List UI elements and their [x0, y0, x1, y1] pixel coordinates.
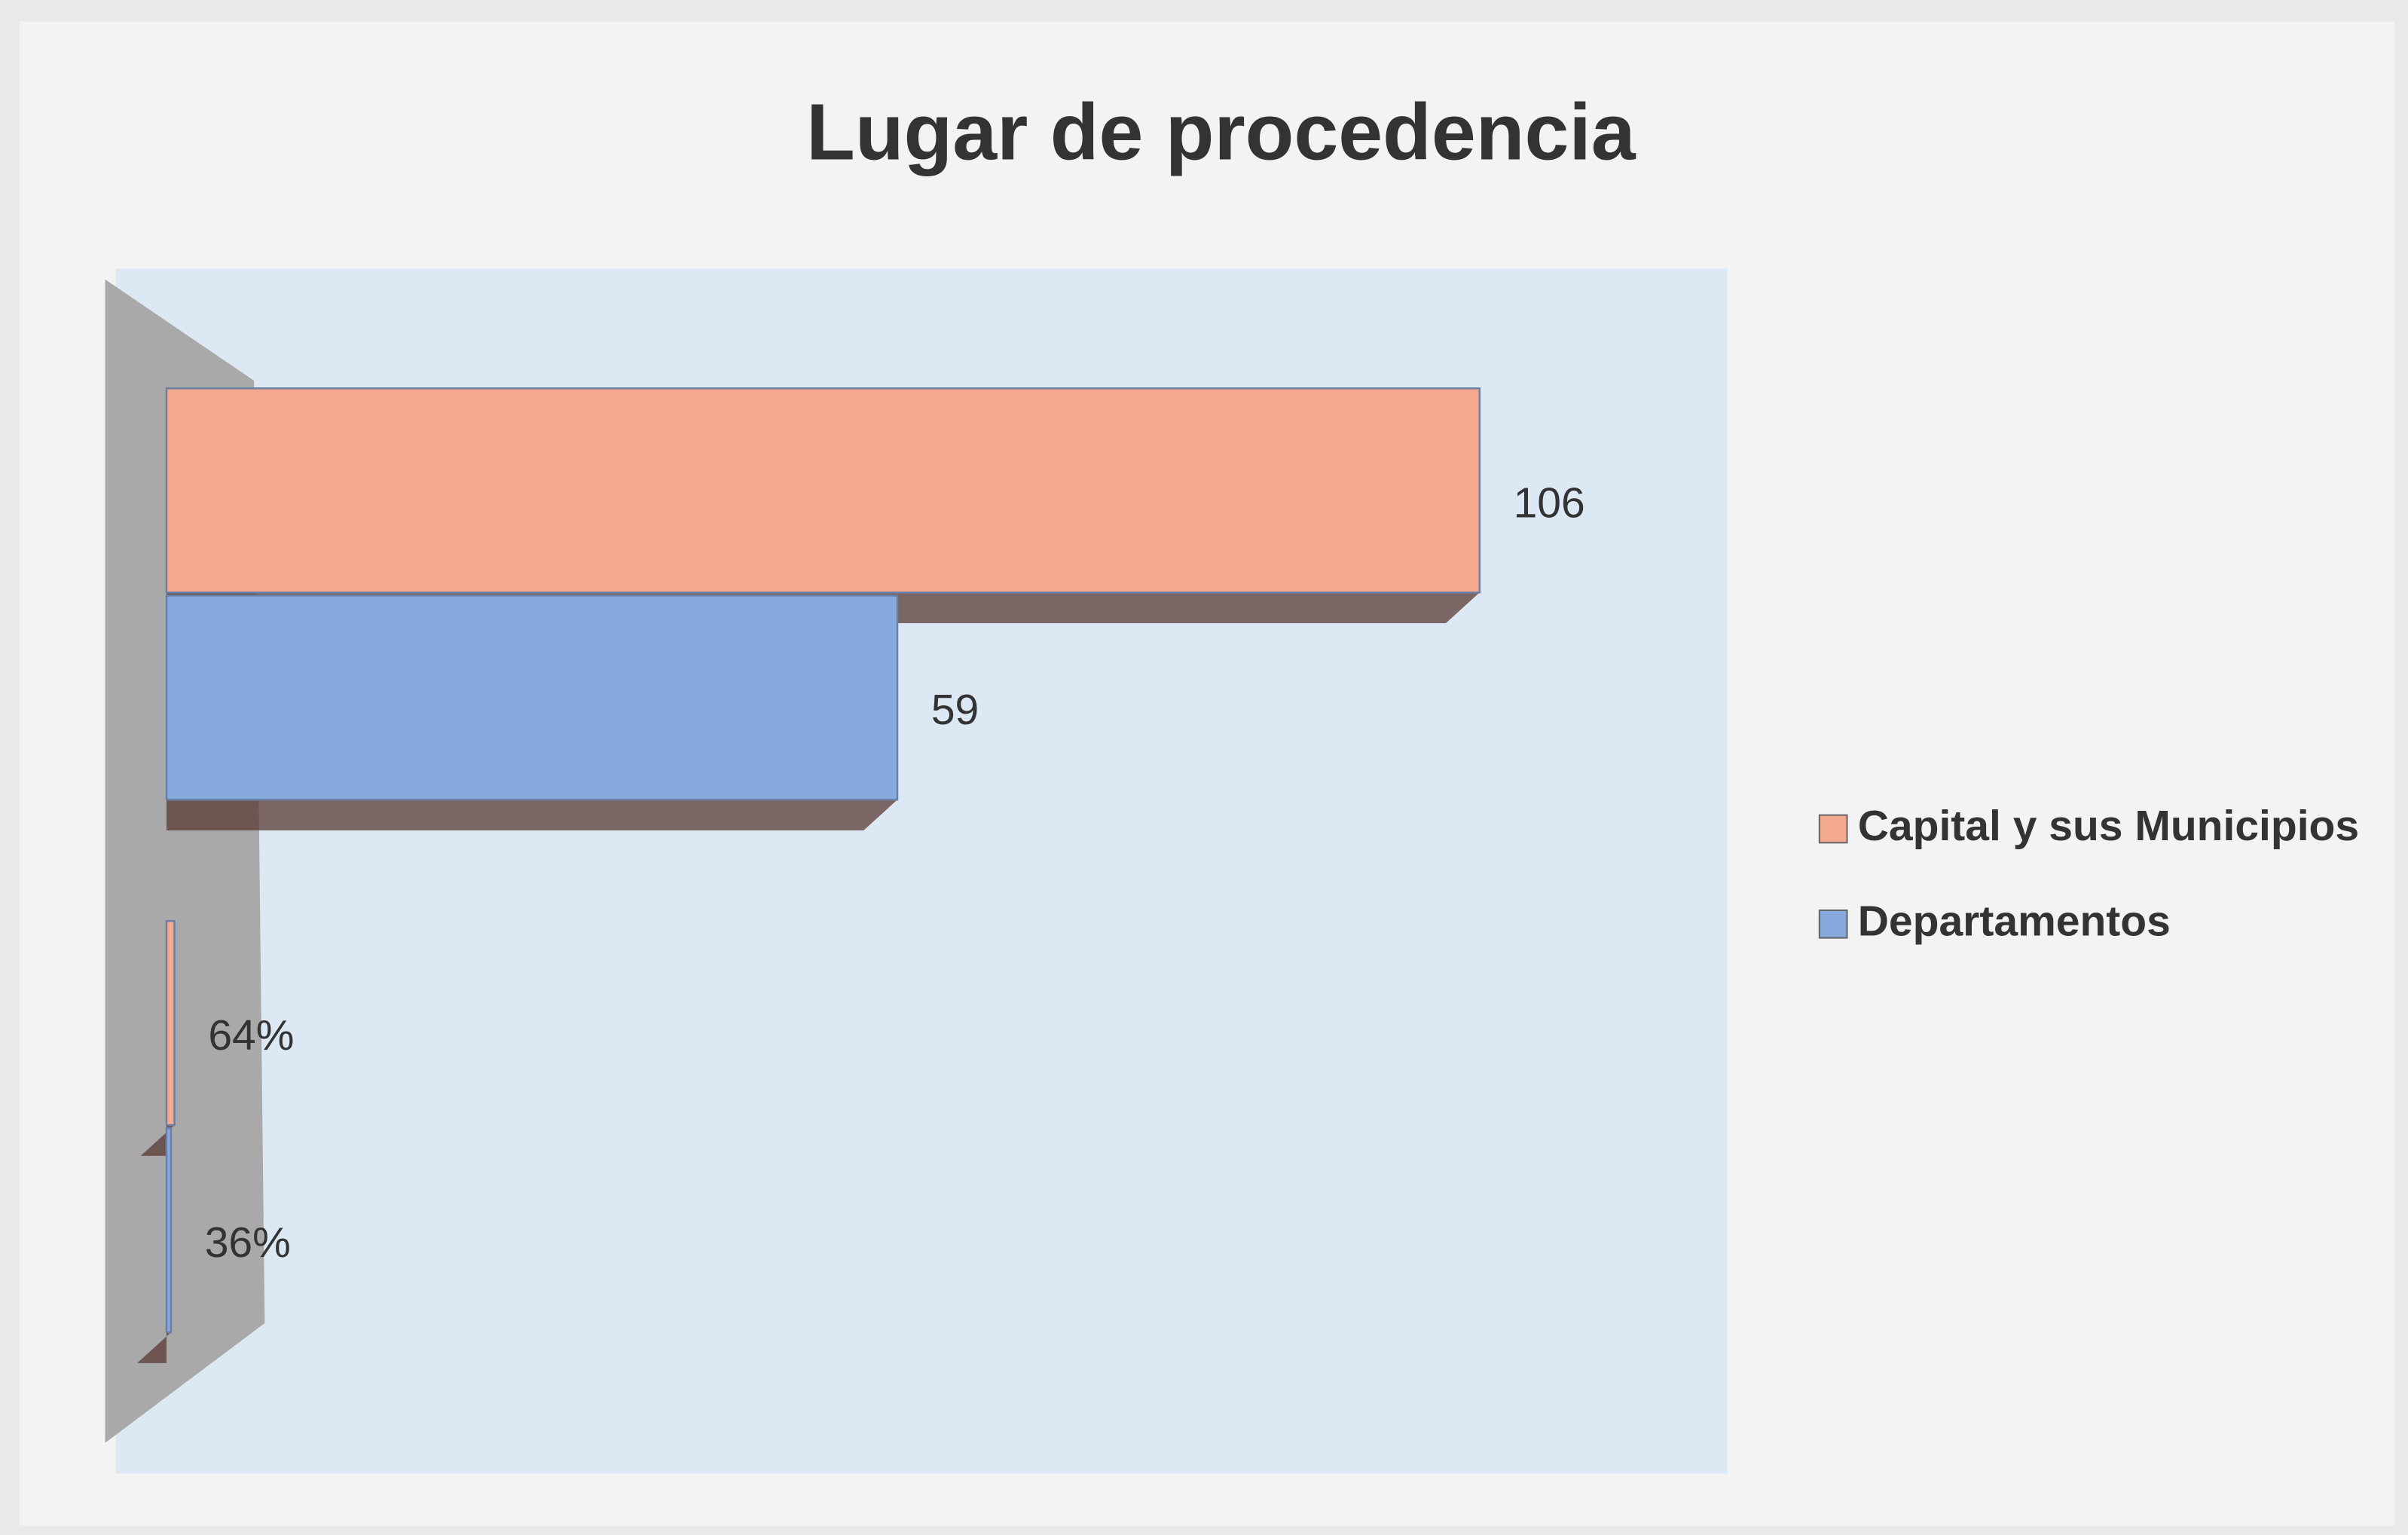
data-label: 59: [931, 686, 979, 734]
chart-title: Lugar de procedencia: [806, 87, 1636, 176]
legend-swatch: [1818, 814, 1848, 844]
data-label: 106: [1514, 479, 1585, 527]
legend-label: Departamentos: [1858, 897, 2171, 945]
legend-swatch: [1818, 909, 1848, 939]
bar: [165, 387, 1481, 594]
bar: [165, 595, 899, 801]
legend-label: Capital y sus Municipios: [1858, 802, 2359, 850]
data-label: 64%: [208, 1011, 294, 1060]
bar-depth: [166, 800, 898, 831]
data-label: 36%: [205, 1219, 291, 1267]
bar: [165, 1127, 173, 1334]
bar: [165, 919, 176, 1127]
